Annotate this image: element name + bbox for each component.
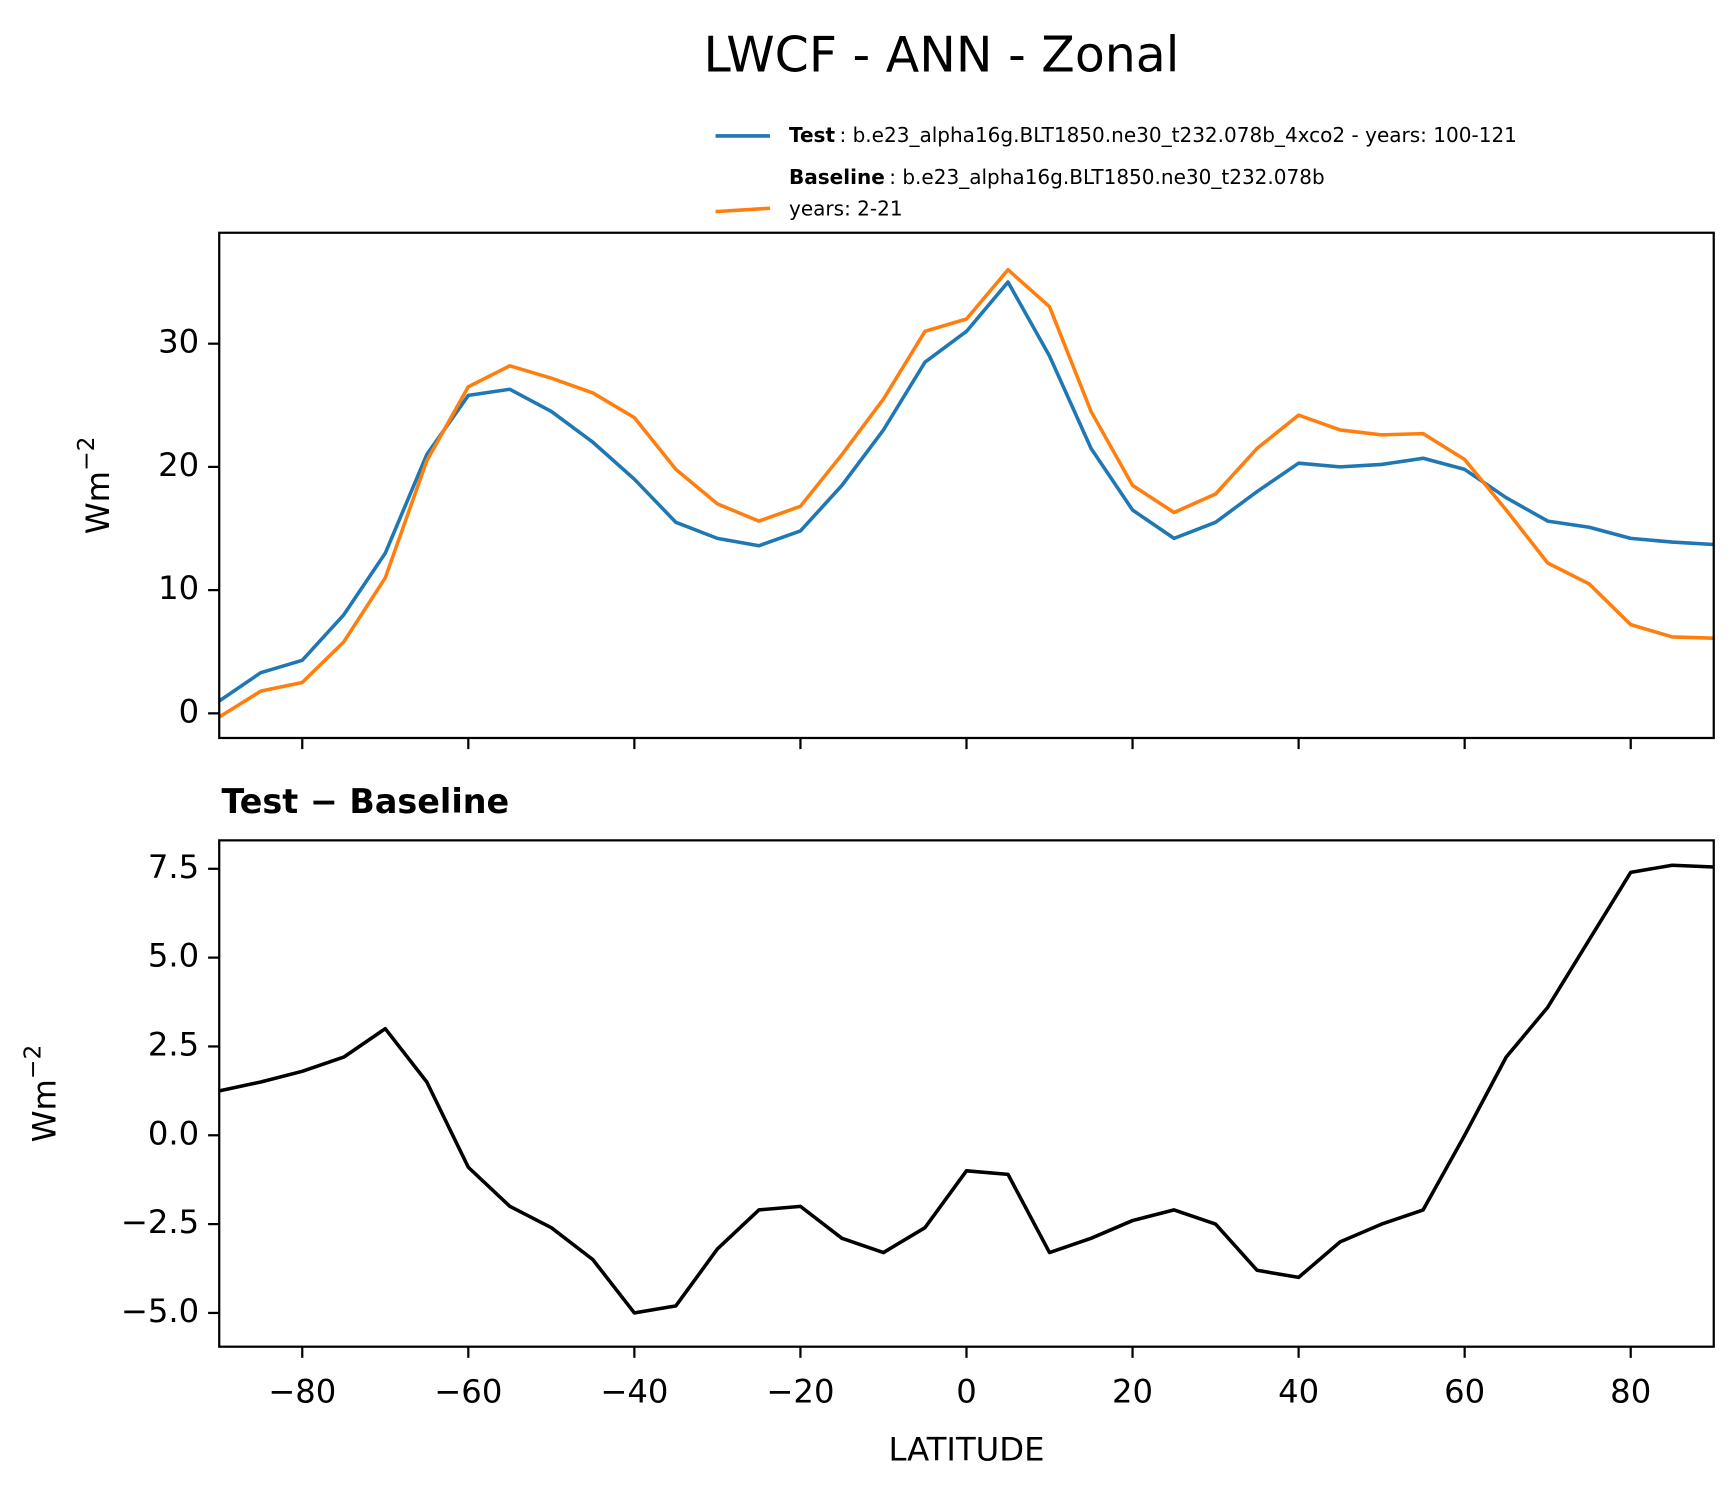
legend-description: : b.e23_alpha16g.BLT1850.ne30_t232.078b_… xyxy=(840,122,1517,146)
y-tick-label: 10 xyxy=(158,569,199,607)
x-tick-label: 60 xyxy=(1444,1372,1485,1410)
legend-name: Test xyxy=(789,122,835,146)
x-tick-label: 80 xyxy=(1610,1372,1651,1410)
y-tick-label: −2.5 xyxy=(121,1203,199,1241)
x-axis-label: LATITUDE xyxy=(888,1430,1044,1468)
x-tick-label: 20 xyxy=(1112,1372,1153,1410)
y-tick-label: −5.0 xyxy=(121,1292,199,1330)
y-axis-label: Wm−2 xyxy=(71,436,117,534)
y-tick-label: 0 xyxy=(179,692,200,730)
y-tick-label: 2.5 xyxy=(148,1025,199,1063)
legend-description: : b.e23_alpha16g.BLT1850.ne30_t232.078b xyxy=(889,165,1324,189)
y-tick-label: 20 xyxy=(158,446,199,484)
y-tick-label: 7.5 xyxy=(148,848,199,886)
legend-name: Baseline xyxy=(789,165,885,189)
chart-title: LWCF - ANN - Zonal xyxy=(703,27,1179,84)
y-axis-label-sup: −2 xyxy=(71,436,99,470)
y-tick-label: 30 xyxy=(158,323,199,361)
legend-text: Test: b.e23_alpha16g.BLT1850.ne30_t232.0… xyxy=(789,122,1517,146)
legend-description: years: 2-21 xyxy=(789,196,903,220)
y-axis-label-base: Wm xyxy=(79,471,117,534)
x-tick-label: −60 xyxy=(434,1372,502,1410)
x-tick-label: −20 xyxy=(766,1372,834,1410)
y-axis-label-sup: −2 xyxy=(18,1045,46,1079)
x-tick-label: −40 xyxy=(600,1372,668,1410)
y-axis-label-base: Wm xyxy=(26,1079,64,1142)
series-line xyxy=(219,863,1714,1315)
x-tick-label: −80 xyxy=(268,1372,336,1410)
x-tick-label: 40 xyxy=(1278,1372,1319,1410)
series-line xyxy=(219,280,1714,703)
y-axis-label: Wm−2 xyxy=(18,1045,64,1143)
y-tick-label: 5.0 xyxy=(148,937,199,975)
x-tick-label: 0 xyxy=(956,1372,977,1410)
y-tick-label: 0.0 xyxy=(148,1114,199,1152)
legend-text: years: 2-21 xyxy=(789,196,903,220)
legend-swatch xyxy=(715,206,771,214)
legend-text: Baseline: b.e23_alpha16g.BLT1850.ne30_t2… xyxy=(789,165,1325,189)
series-line xyxy=(219,267,1714,719)
subplot-title: Test − Baseline xyxy=(221,782,509,821)
